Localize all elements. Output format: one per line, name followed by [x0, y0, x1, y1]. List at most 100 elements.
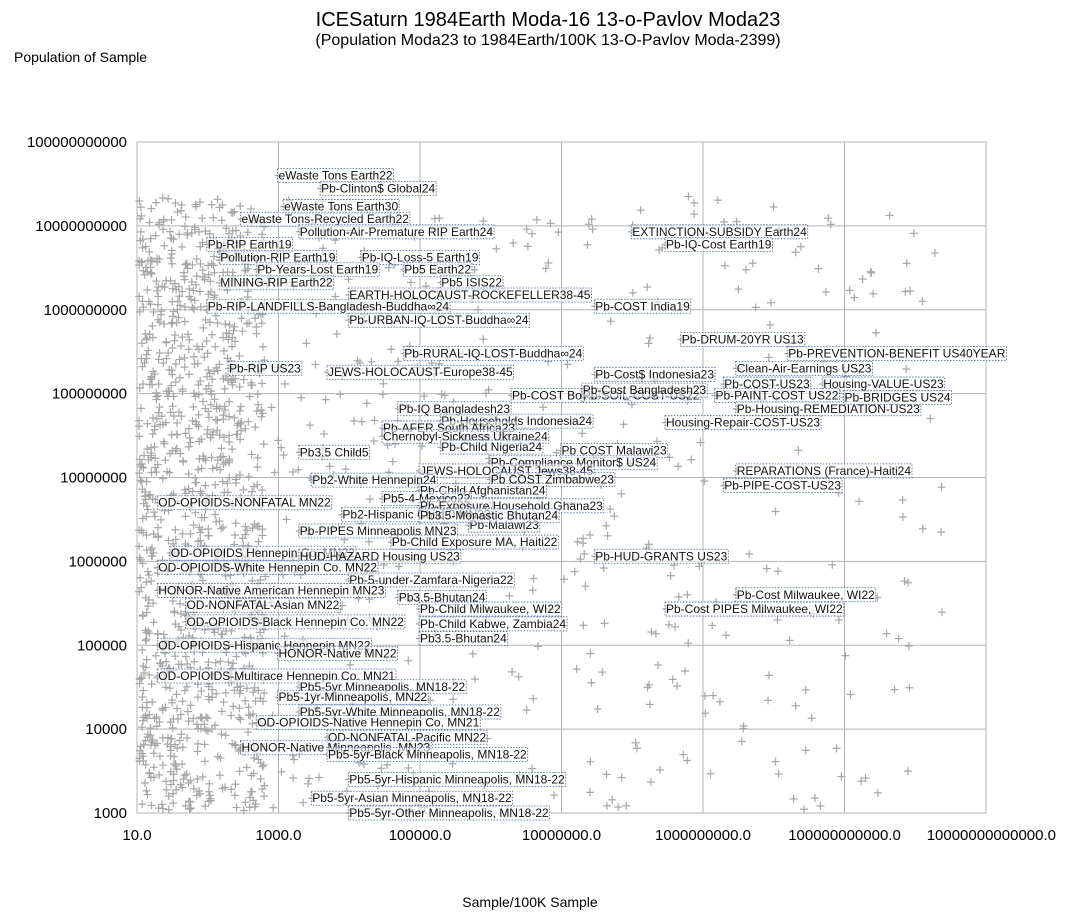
point-marker — [253, 390, 262, 399]
point-marker — [449, 695, 458, 704]
annotation-text: Pb-Cost Milwaukee, WI22 — [737, 588, 875, 602]
point-marker — [145, 247, 154, 256]
point-marker — [505, 591, 514, 600]
point-marker — [230, 413, 239, 422]
point-marker — [846, 690, 855, 699]
annotation-text: MINING-RIP Earth22 — [220, 276, 333, 290]
point-marker — [228, 378, 237, 387]
point-marker — [237, 314, 246, 323]
point-marker — [210, 268, 219, 277]
point-marker — [147, 451, 156, 460]
point-marker — [206, 400, 215, 409]
point-marker — [468, 649, 477, 658]
point-marker — [143, 445, 152, 454]
point-marker — [902, 365, 911, 374]
annotation-text: Pb-Cost Bangladesh23 — [583, 383, 707, 397]
annotation-label: OD-OPIOIDS-Black Hennepin Co. MN22 — [185, 614, 406, 630]
point-marker — [828, 560, 837, 569]
point-marker — [169, 759, 178, 768]
point-marker — [586, 530, 595, 539]
point-marker — [346, 660, 355, 669]
point-marker — [146, 546, 155, 555]
point-marker — [157, 307, 166, 316]
point-marker — [193, 747, 202, 756]
point-marker — [549, 791, 558, 800]
point-marker — [633, 744, 642, 753]
point-marker — [186, 701, 195, 710]
point-marker — [137, 339, 146, 348]
point-marker — [178, 529, 187, 538]
point-marker — [882, 629, 891, 638]
point-marker — [197, 687, 206, 696]
point-marker — [166, 254, 175, 263]
point-marker — [645, 334, 654, 343]
point-marker — [250, 754, 259, 763]
point-marker — [156, 515, 165, 524]
point-marker — [158, 761, 167, 770]
annotation-text: Pb-HUD-GRANTS US23 — [595, 549, 727, 563]
point-marker — [655, 765, 664, 774]
point-marker — [244, 417, 253, 426]
point-marker — [228, 342, 237, 351]
point-marker — [367, 357, 376, 366]
point-marker — [139, 303, 148, 312]
point-marker — [171, 740, 180, 749]
point-marker — [167, 246, 176, 255]
point-marker — [207, 390, 216, 399]
point-marker — [258, 785, 267, 794]
point-marker — [181, 212, 190, 221]
point-marker — [180, 275, 189, 284]
point-marker — [201, 404, 210, 413]
point-marker — [172, 690, 181, 699]
point-marker — [200, 740, 209, 749]
point-marker — [229, 659, 238, 668]
point-marker — [259, 761, 268, 770]
point-marker — [231, 475, 240, 484]
point-marker — [869, 289, 878, 298]
annotation-label: OD-OPIOIDS-White Hennepin Co. MN22 — [156, 559, 379, 575]
annotation-label: Pb5-5yr-Black Minneapolis, MN18-22 — [326, 746, 529, 762]
point-marker — [135, 553, 144, 562]
point-marker — [171, 378, 180, 387]
point-marker — [679, 750, 688, 759]
point-marker — [217, 216, 226, 225]
point-marker — [137, 354, 146, 363]
point-marker — [154, 283, 163, 292]
annotation-text: Pb3.5-Bhutan24 — [420, 632, 507, 646]
point-marker — [159, 215, 168, 224]
point-marker — [164, 536, 173, 545]
point-marker — [584, 220, 593, 229]
point-marker — [654, 660, 663, 669]
point-marker — [204, 366, 213, 375]
point-marker — [194, 787, 203, 796]
point-marker — [179, 456, 188, 465]
annotation-label: HUD-HAZARD Housing US23 — [298, 548, 462, 564]
y-tick-label: 10000 — [85, 721, 127, 738]
point-marker — [215, 431, 224, 440]
point-marker — [162, 785, 171, 794]
point-marker — [902, 259, 911, 268]
point-marker — [909, 229, 918, 238]
point-marker — [182, 259, 191, 268]
point-marker — [529, 574, 538, 583]
point-marker — [145, 629, 154, 638]
point-marker — [141, 778, 150, 787]
point-marker — [170, 752, 179, 761]
annotation-text: HONOR-Native MN22 — [279, 646, 397, 660]
point-marker — [148, 321, 157, 330]
point-marker — [149, 773, 158, 782]
x-tick-label: 1000.0 — [256, 827, 302, 844]
point-marker — [173, 430, 182, 439]
point-marker — [614, 803, 623, 812]
annotation-label: Pb-Years-Lost Earth19 — [255, 262, 380, 278]
point-marker — [158, 706, 167, 715]
point-marker — [218, 784, 227, 793]
point-marker — [622, 801, 631, 810]
point-marker — [219, 415, 228, 424]
point-marker — [219, 346, 228, 355]
annotation-label: Housing-VALUE-US23 — [821, 376, 946, 392]
point-marker — [140, 270, 149, 279]
point-marker — [751, 303, 760, 312]
point-marker — [696, 438, 705, 447]
